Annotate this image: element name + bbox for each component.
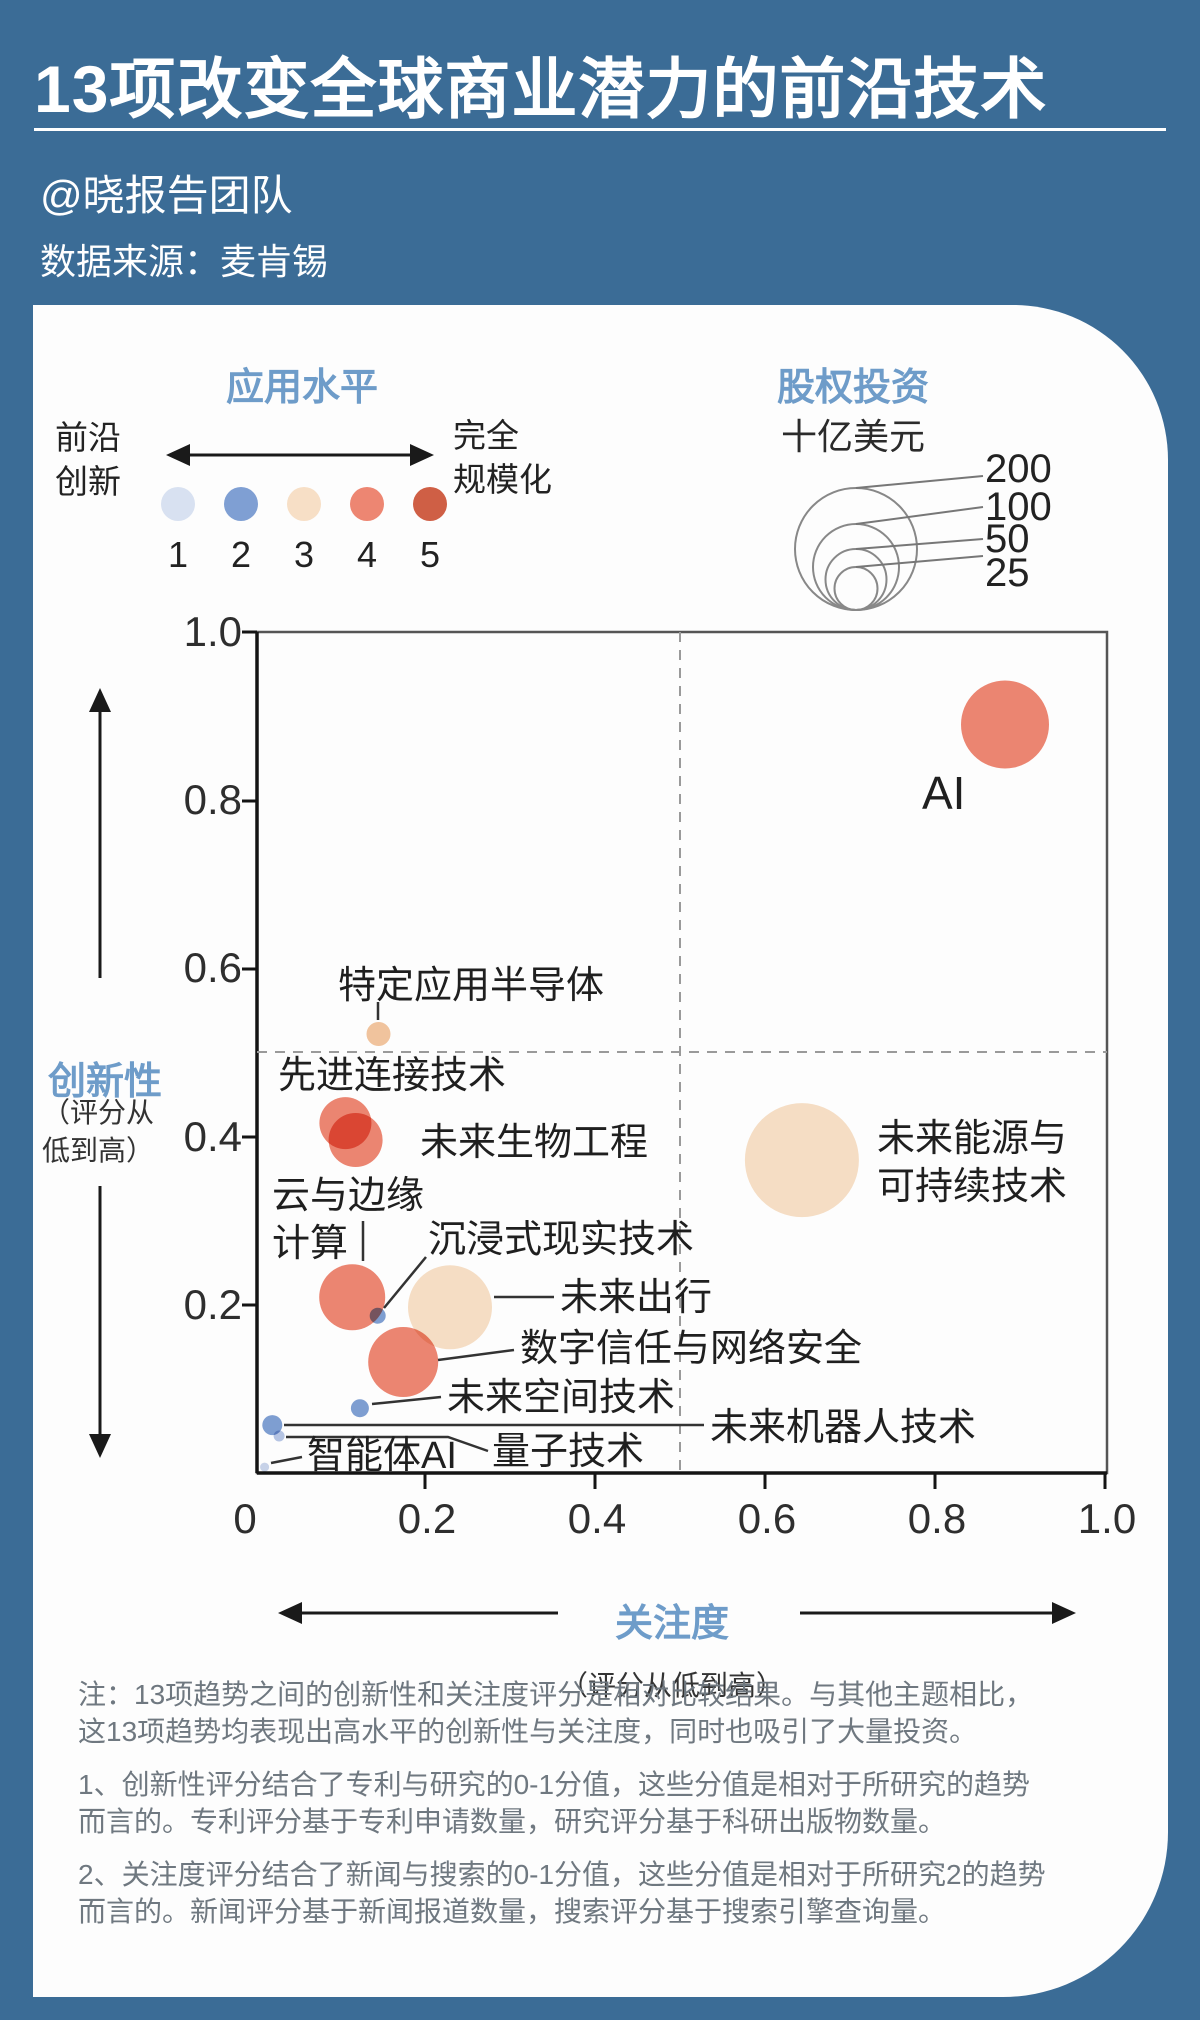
footnotes: 注：13项趋势之间的创新性和关注度评分是相对比较结果。与其他主题相比， 这13项…	[78, 1676, 1113, 1946]
bubble-label-digital-trust: 数字信任与网络安全	[520, 1328, 863, 1370]
x-tick-0.8: 0.8	[907, 1495, 967, 1542]
size-label-200: 200	[985, 447, 1052, 491]
bubble-label-robotics: 未来机器人技术	[710, 1407, 977, 1449]
level-number: 5	[419, 534, 441, 575]
level-dot-2	[224, 487, 258, 521]
application-level-legend-title: 应用水平	[225, 367, 378, 409]
bubble-label-asic: 特定应用半导体	[338, 965, 605, 1007]
bubble-label-energy: 未来能源与 可持续技术	[877, 1118, 1068, 1208]
application-level-5: 5	[408, 487, 452, 576]
x-axis-subtitle: （评分从低到高）	[559, 1670, 784, 1701]
size-label-25: 25	[985, 551, 1030, 595]
level-dot-4	[350, 487, 384, 521]
investment-legend-title: 股权投资	[776, 367, 929, 409]
y-tick-1.0: 1.0	[183, 608, 242, 655]
level-number: 4	[356, 534, 378, 575]
bubble-label-agentic-ai: 智能体AI	[307, 1435, 457, 1477]
x-tick-0.2: 0.2	[397, 1495, 457, 1542]
bubble-label-space: 未来空间技术	[447, 1377, 676, 1419]
application-level-4: 4	[345, 487, 389, 576]
application-level-1: 1	[156, 487, 200, 576]
level-dot-3	[287, 487, 321, 521]
level-dot-1	[161, 487, 195, 521]
data-source: 数据来源：麦肯锡	[40, 241, 329, 282]
y-tick-0.8: 0.8	[183, 776, 242, 824]
y-axis-subtitle: （评分从 低到高）	[42, 1097, 155, 1166]
x-tick-1.0: 1.0	[1077, 1495, 1137, 1542]
x-tick-0: 0	[233, 1495, 257, 1542]
application-level-2: 2	[219, 487, 263, 576]
x-tick-0.4: 0.4	[567, 1495, 627, 1542]
investment-legend-subtitle: 十亿美元	[780, 416, 925, 457]
y-tick-0.2: 0.2	[183, 1280, 242, 1328]
y-tick-0.4: 0.4	[183, 1112, 242, 1160]
y-tick-0.6: 0.6	[183, 944, 242, 992]
bubble-label-immersive: 沉浸式现实技术	[428, 1219, 695, 1261]
level-number: 3	[293, 534, 315, 575]
bubble-label-cloud-edge: 云与边缘 计算	[272, 1175, 425, 1265]
size-label-100: 100	[985, 485, 1052, 529]
page-title: 13项改变全球商业潜力的前沿技术	[34, 52, 1048, 126]
level-dot-5	[413, 487, 447, 521]
bubble-label-quantum: 量子技术	[492, 1431, 645, 1473]
title-divider	[34, 128, 1166, 131]
application-level-left-label: 前沿 创新	[55, 419, 121, 500]
byline: @晓报告团队	[40, 172, 293, 219]
bubble-label-connectivity: 先进连接技术	[278, 1055, 507, 1097]
footnote-intro: 注：13项趋势之间的创新性和关注度评分是相对比较结果。与其他主题相比， 这13项…	[78, 1679, 1034, 1747]
application-level-3: 3	[282, 487, 326, 576]
bubble-label-bioengineering: 未来生物工程	[420, 1122, 649, 1164]
bubble-label-ai: AI	[922, 767, 966, 819]
application-level-right-label: 完全 规模化	[453, 417, 552, 498]
x-tick-0.6: 0.6	[737, 1495, 797, 1542]
level-number: 2	[230, 534, 252, 575]
size-label-50: 50	[985, 517, 1030, 561]
footnote-2: 2、关注度评分结合了新闻与搜索的0-1分值，这些分值是相对于所研究2的趋势 而言…	[78, 1859, 1046, 1927]
x-axis-title: 关注度	[614, 1603, 729, 1645]
bubble-label-mobility: 未来出行	[560, 1277, 713, 1319]
level-number: 1	[167, 534, 189, 575]
y-axis-title: 创新性	[48, 1061, 163, 1103]
footnote-1: 1、创新性评分结合了专利与研究的0-1分值，这些分值是相对于所研究的趋势 而言的…	[78, 1769, 1031, 1837]
